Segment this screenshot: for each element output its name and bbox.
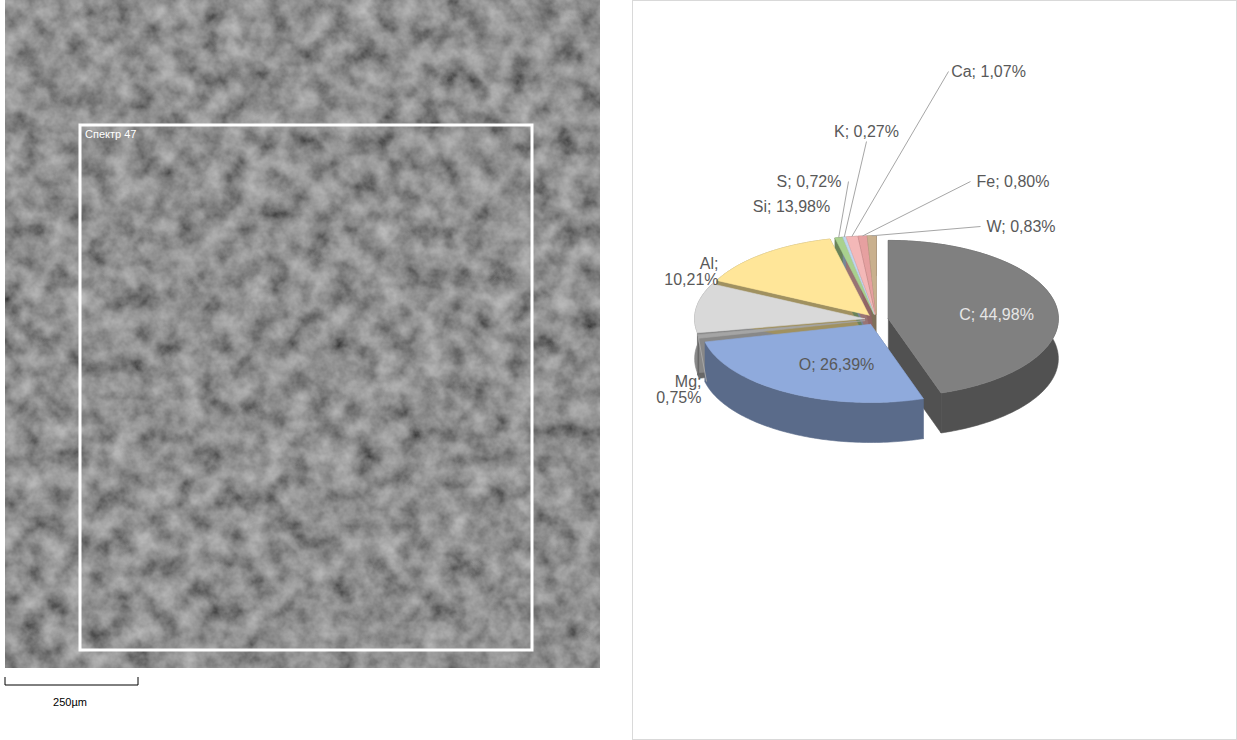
- svg-text:Al;10,21%: Al;10,21%: [664, 255, 718, 288]
- svg-text:250µm: 250µm: [53, 696, 87, 708]
- svg-text:S; 0,72%: S; 0,72%: [777, 173, 842, 190]
- svg-text:Fe; 0,80%: Fe; 0,80%: [977, 173, 1050, 190]
- svg-text:Mg;0,75%: Mg;0,75%: [656, 373, 701, 406]
- svg-text:Si; 13,98%: Si; 13,98%: [753, 198, 830, 215]
- svg-text:Ca; 1,07%: Ca; 1,07%: [951, 63, 1026, 80]
- svg-text:C; 44,98%: C; 44,98%: [959, 306, 1034, 323]
- svg-text:O; 26,39%: O; 26,39%: [799, 356, 875, 373]
- svg-text:K; 0,27%: K; 0,27%: [834, 123, 899, 140]
- svg-text:W; 0,83%: W; 0,83%: [987, 218, 1056, 235]
- svg-text:Спектр 47: Спектр 47: [85, 128, 136, 140]
